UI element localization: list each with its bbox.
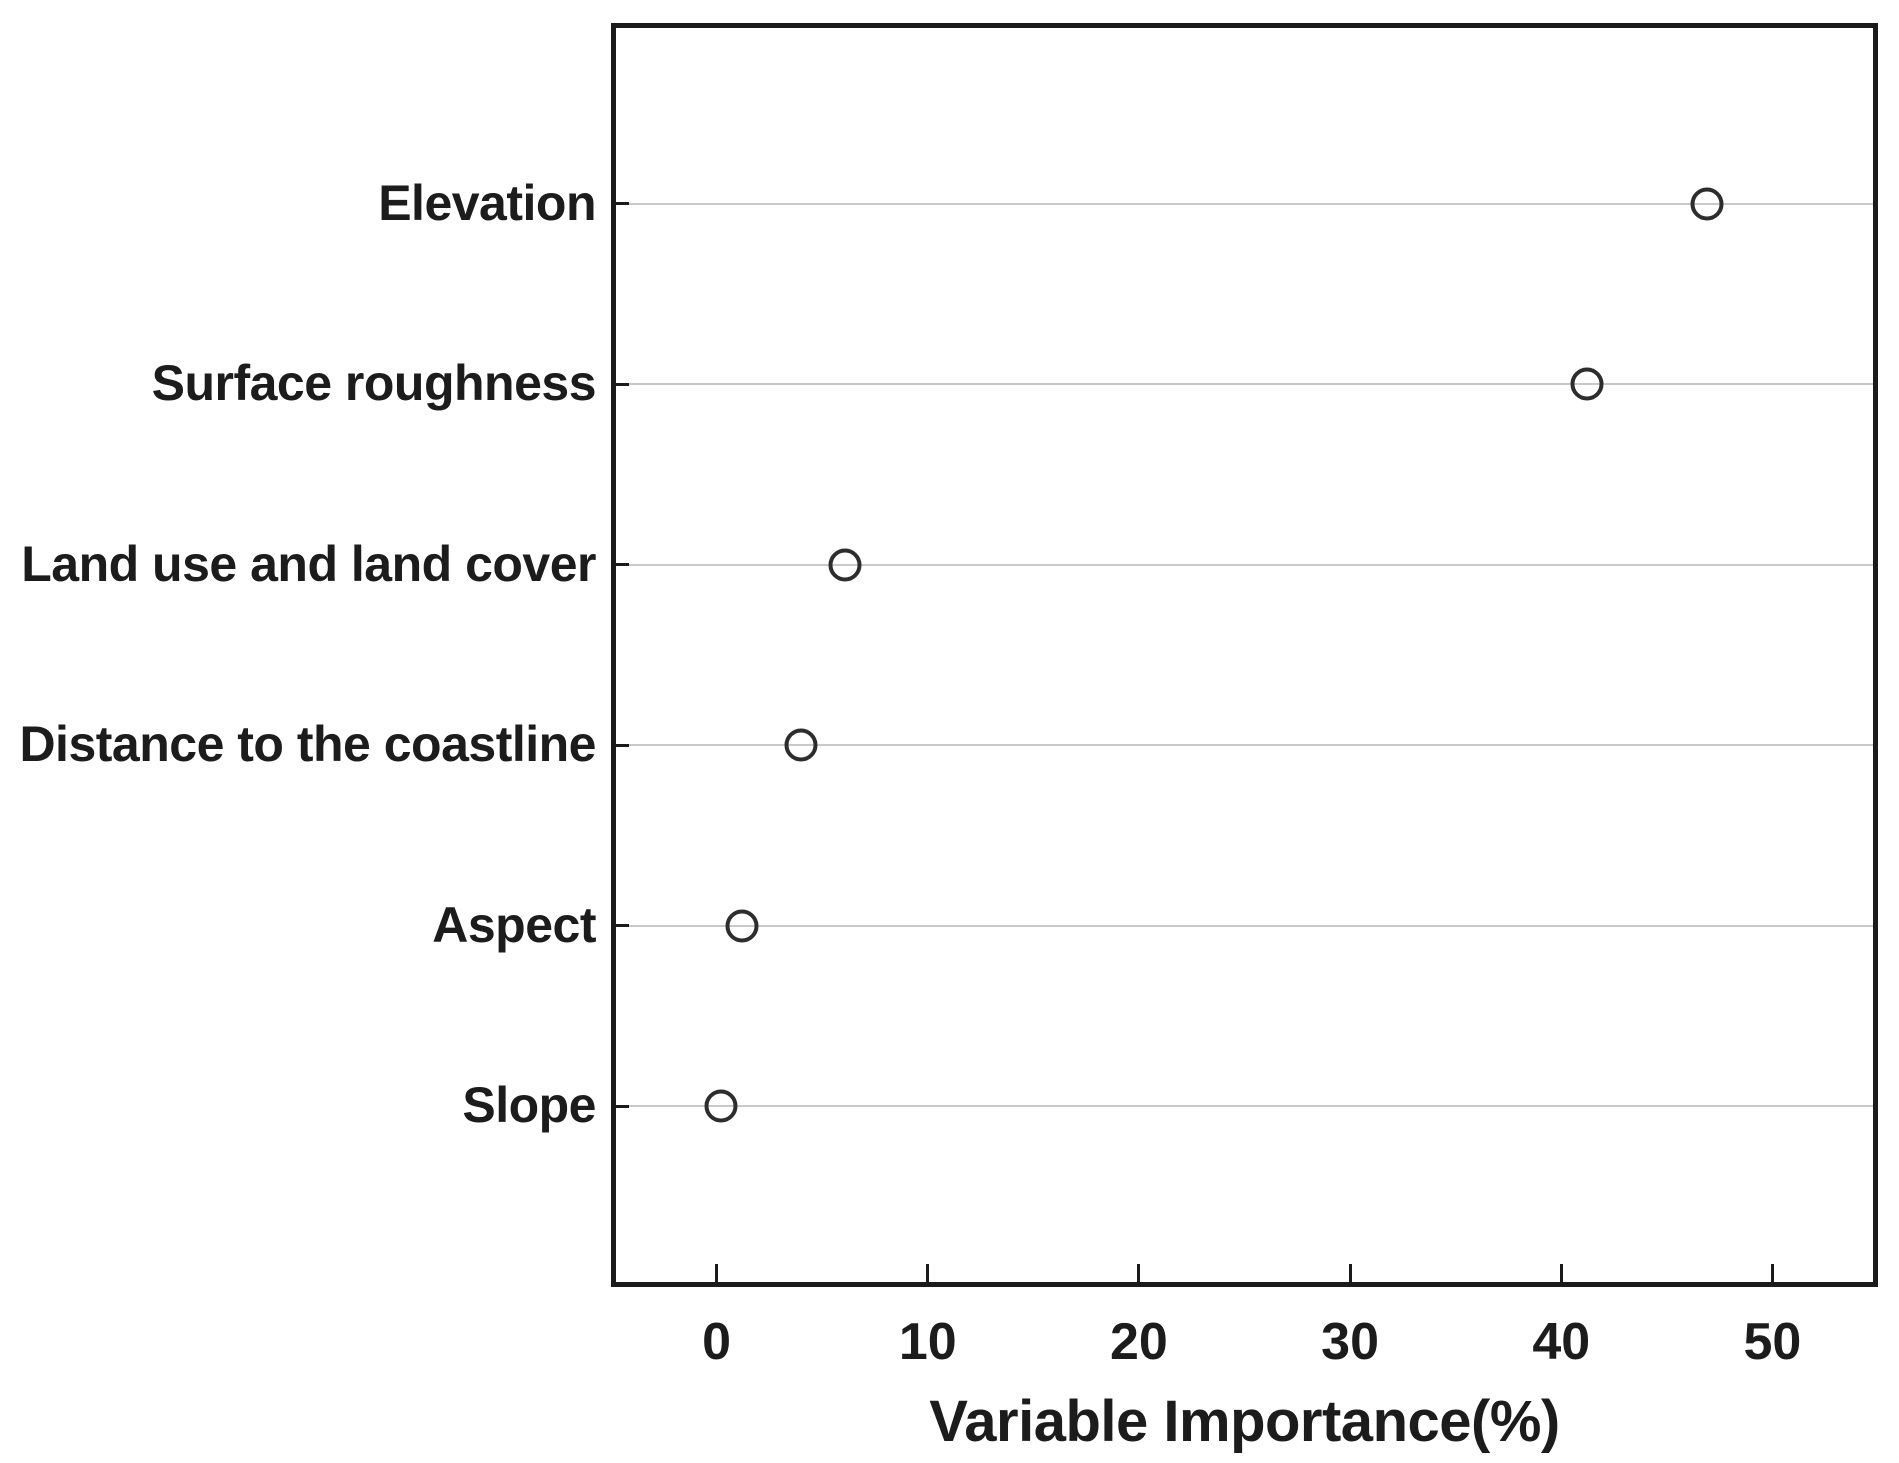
x-axis-tick xyxy=(1770,1264,1774,1282)
x-axis-tick xyxy=(926,1264,930,1282)
y-axis-tick xyxy=(616,1104,629,1108)
data-point-circle xyxy=(828,548,862,582)
data-point-circle xyxy=(1690,187,1724,221)
x-axis-tick xyxy=(1137,1264,1141,1282)
gridline xyxy=(614,1105,1875,1108)
y-axis-tick xyxy=(616,563,629,567)
category-label: Elevation xyxy=(378,174,596,231)
data-point-circle xyxy=(704,1089,738,1123)
category-label: Land use and land cover xyxy=(21,535,596,592)
data-point-circle xyxy=(725,909,759,943)
y-axis-tick xyxy=(616,924,629,928)
gridline xyxy=(614,383,1875,386)
gridline xyxy=(614,202,1875,205)
x-tick-label: 30 xyxy=(1321,1313,1379,1371)
gridline xyxy=(614,924,1875,927)
x-tick-label: 0 xyxy=(702,1313,732,1371)
x-axis-title: Variable Importance(%) xyxy=(929,1389,1560,1454)
x-axis-tick-labels: 0 10 20 30 40 50 xyxy=(611,1312,1878,1372)
plot-area xyxy=(611,23,1878,1287)
data-point-circle xyxy=(1570,367,1604,401)
category-label: Distance to the coastline xyxy=(19,716,596,773)
x-tick-label: 10 xyxy=(898,1313,957,1371)
x-axis-tick xyxy=(715,1264,719,1282)
gridline xyxy=(614,744,1875,747)
category-label: Aspect xyxy=(432,896,596,953)
category-label: Surface roughness xyxy=(151,354,597,411)
x-axis-tick xyxy=(1348,1264,1352,1282)
x-tick-label: 50 xyxy=(1743,1313,1802,1371)
x-tick-label: 20 xyxy=(1109,1313,1168,1371)
plot-frame xyxy=(611,23,1878,1287)
y-axis-tick xyxy=(616,202,629,206)
x-tick-label: 40 xyxy=(1532,1313,1591,1371)
data-point-circle xyxy=(784,728,818,762)
y-axis-category-labels: Elevation Surface roughness Land use and l… xyxy=(0,23,596,1287)
x-axis-tick xyxy=(1559,1264,1563,1282)
category-label: Slope xyxy=(462,1077,596,1134)
y-axis-tick xyxy=(616,743,629,747)
gridline xyxy=(614,563,1875,566)
y-axis-tick xyxy=(616,382,629,386)
